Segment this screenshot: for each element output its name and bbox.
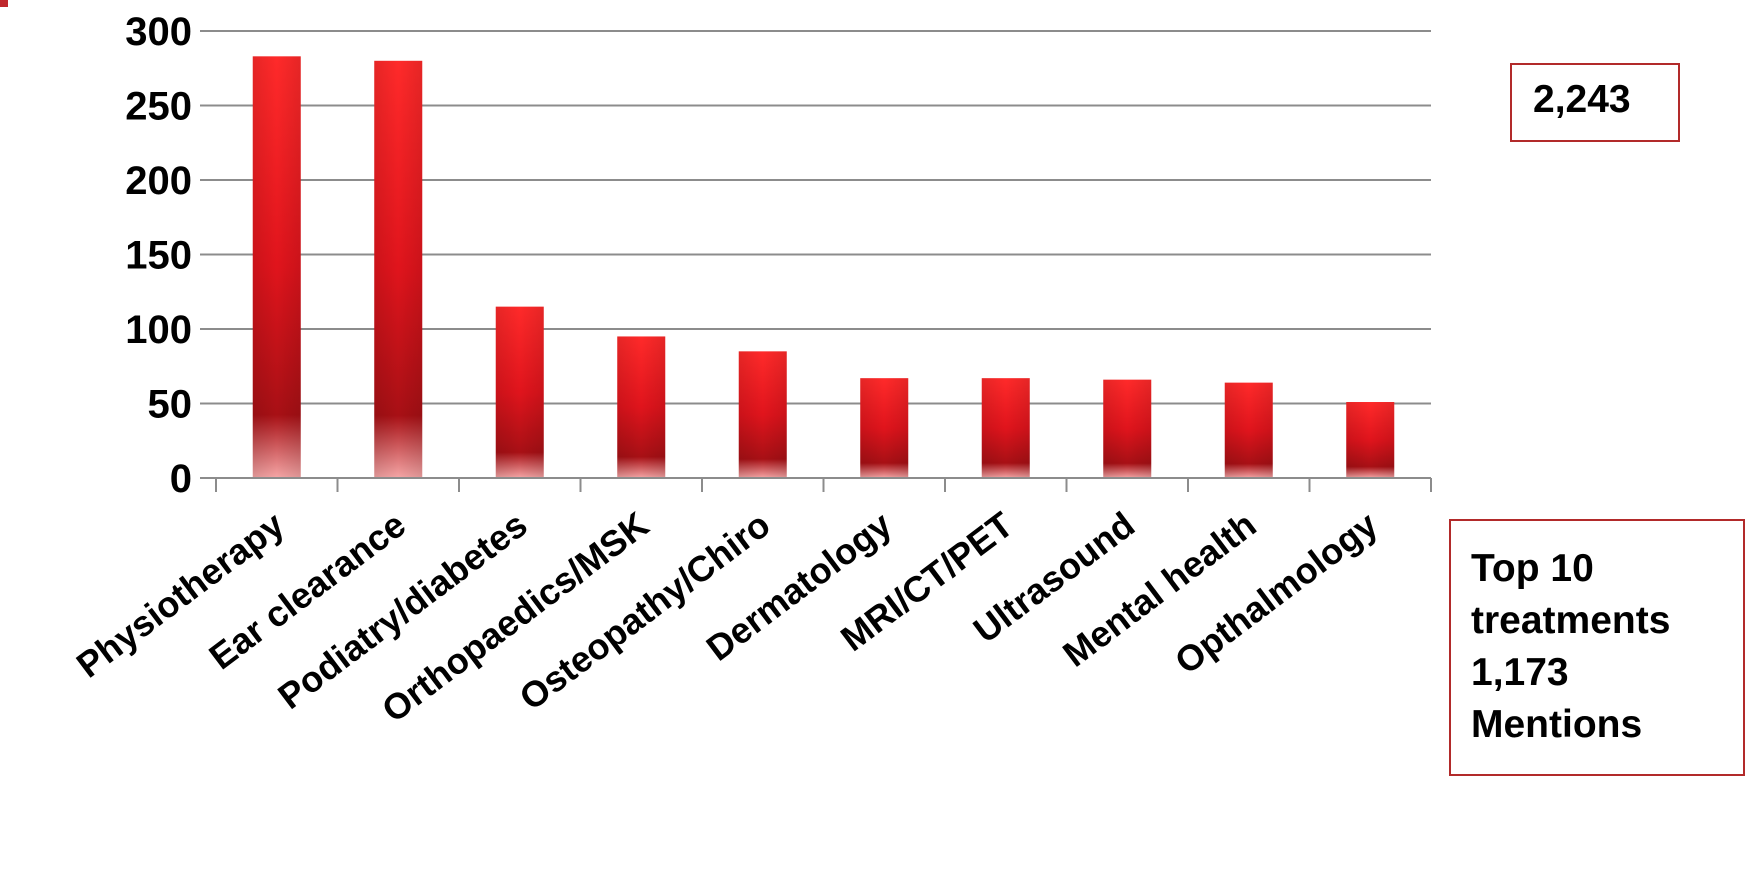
bar-3	[495, 306, 544, 478]
y-axis-tick-labels: 0 50 100 150 200 250 300	[125, 10, 192, 501]
bar-10	[1346, 402, 1395, 478]
y-tick-label-50: 50	[148, 383, 193, 427]
y-tick-label-150: 150	[125, 234, 192, 278]
summary-line-2: treatments	[1471, 599, 1671, 642]
summary-line-4: Mentions	[1471, 703, 1643, 746]
bar-8	[1103, 379, 1152, 478]
bar-9	[1224, 382, 1273, 478]
y-tick-label-0: 0	[170, 457, 192, 501]
slide-corner-mark	[0, 0, 8, 7]
bar-shade-3	[495, 306, 544, 478]
bar-4	[617, 336, 666, 478]
y-tick-label-300: 300	[125, 10, 192, 54]
x-axis	[200, 30, 1432, 492]
total-mentions-value: 2,243	[1533, 78, 1631, 121]
x-category-label-1: Physiotherapy	[69, 504, 292, 686]
bar-7	[981, 378, 1030, 478]
summary-line-1: Top 10	[1471, 547, 1594, 590]
bar-shade-7	[981, 378, 1030, 478]
y-tick-label-250: 250	[125, 85, 192, 129]
y-tick-label-200: 200	[125, 159, 192, 203]
top-ten-summary-callout: Top 10 treatments 1,173 Mentions	[1449, 519, 1745, 776]
y-tick-label-100: 100	[125, 308, 192, 352]
bar-shade-1	[252, 56, 301, 479]
bar-1	[252, 56, 301, 479]
bar-6	[860, 378, 909, 478]
bar-shade-9	[1224, 382, 1273, 478]
bars	[252, 56, 1395, 479]
bar-5	[738, 351, 787, 478]
bar-shade-5	[738, 351, 787, 478]
bar-shade-8	[1103, 379, 1152, 478]
bar-shade-10	[1346, 402, 1395, 478]
total-mentions-callout: 2,243	[1510, 63, 1680, 142]
x-category-label-10: Opthalmology	[1167, 504, 1385, 682]
bar-2	[374, 60, 423, 479]
summary-line-3: 1,173	[1471, 651, 1569, 694]
bar-shade-2	[374, 60, 423, 479]
bar-shade-4	[617, 336, 666, 478]
bar-shade-6	[860, 378, 909, 478]
